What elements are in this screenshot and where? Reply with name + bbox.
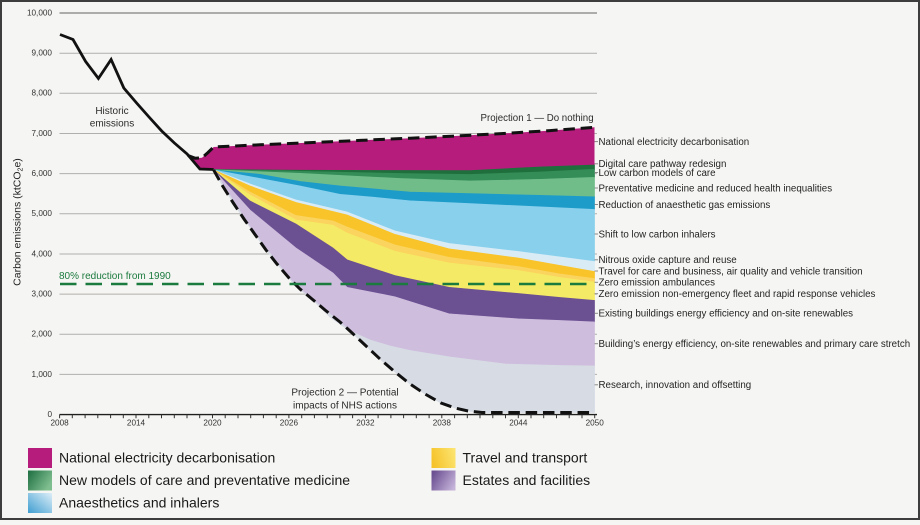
svg-text:Low carbon models of care: Low carbon models of care	[599, 168, 716, 179]
svg-text:80% reduction from 1990: 80% reduction from 1990	[59, 271, 171, 282]
svg-text:7,000: 7,000	[32, 129, 53, 138]
svg-text:Anaesthetics and inhalers: Anaesthetics and inhalers	[59, 495, 219, 511]
svg-text:4,000: 4,000	[32, 249, 53, 258]
svg-text:Digital care pathway redesign: Digital care pathway redesign	[599, 159, 727, 170]
svg-text:Existing buildings energy effi: Existing buildings energy efficiency and…	[599, 309, 854, 320]
svg-text:impacts of NHS actions: impacts of NHS actions	[293, 401, 397, 412]
svg-text:Reduction of anaesthetic gas e: Reduction of anaesthetic gas emissions	[599, 200, 771, 211]
svg-text:National electricity decarboni: National electricity decarbonisation	[59, 450, 275, 466]
svg-text:Projection 1 — Do nothing: Projection 1 — Do nothing	[481, 113, 594, 124]
svg-text:5,000: 5,000	[32, 209, 53, 218]
svg-text:6,000: 6,000	[32, 169, 53, 178]
svg-text:2008: 2008	[50, 419, 69, 428]
svg-text:emissions: emissions	[90, 119, 134, 130]
svg-text:8,000: 8,000	[32, 89, 53, 98]
svg-text:Building’s energy efficiency,: Building’s energy efficiency, on-site re…	[599, 339, 911, 350]
svg-text:Research, innovation and offse: Research, innovation and offsetting	[599, 380, 752, 391]
svg-text:2044: 2044	[509, 419, 528, 428]
svg-text:Projection 2 — Potential: Projection 2 — Potential	[291, 388, 398, 399]
svg-text:0: 0	[47, 410, 52, 419]
svg-text:Carbon emissions (ktCO2e): Carbon emissions (ktCO2e)	[12, 158, 25, 286]
svg-text:National electricity decarboni: National electricity decarbonisation	[599, 137, 750, 148]
svg-text:Travel for care and business,: Travel for care and business, air qualit…	[599, 266, 863, 277]
svg-text:1,000: 1,000	[32, 370, 53, 379]
svg-text:2038: 2038	[433, 419, 452, 428]
svg-text:Nitrous oxide capture and reus: Nitrous oxide capture and reuse	[599, 255, 737, 266]
svg-text:New models of care and prevent: New models of care and preventative medi…	[59, 472, 350, 488]
svg-text:Historic: Historic	[95, 106, 128, 117]
svg-text:2026: 2026	[280, 419, 299, 428]
svg-text:3,000: 3,000	[32, 290, 53, 299]
svg-text:Zero emission non-emergency fl: Zero emission non-emergency fleet and ra…	[599, 289, 876, 300]
svg-text:Shift to low carbon inhalers: Shift to low carbon inhalers	[599, 229, 716, 240]
svg-text:10,000: 10,000	[27, 8, 52, 17]
svg-text:2014: 2014	[127, 419, 146, 428]
svg-text:Preventative medicine and redu: Preventative medicine and reduced health…	[599, 183, 833, 194]
svg-text:Travel and transport: Travel and transport	[463, 450, 588, 466]
svg-text:2,000: 2,000	[32, 330, 53, 339]
svg-text:2032: 2032	[356, 419, 375, 428]
svg-text:Zero emission ambulances: Zero emission ambulances	[599, 278, 716, 289]
svg-text:2020: 2020	[203, 419, 222, 428]
svg-text:9,000: 9,000	[32, 49, 53, 58]
svg-text:Estates and facilities: Estates and facilities	[463, 472, 591, 488]
svg-text:2050: 2050	[586, 419, 605, 428]
